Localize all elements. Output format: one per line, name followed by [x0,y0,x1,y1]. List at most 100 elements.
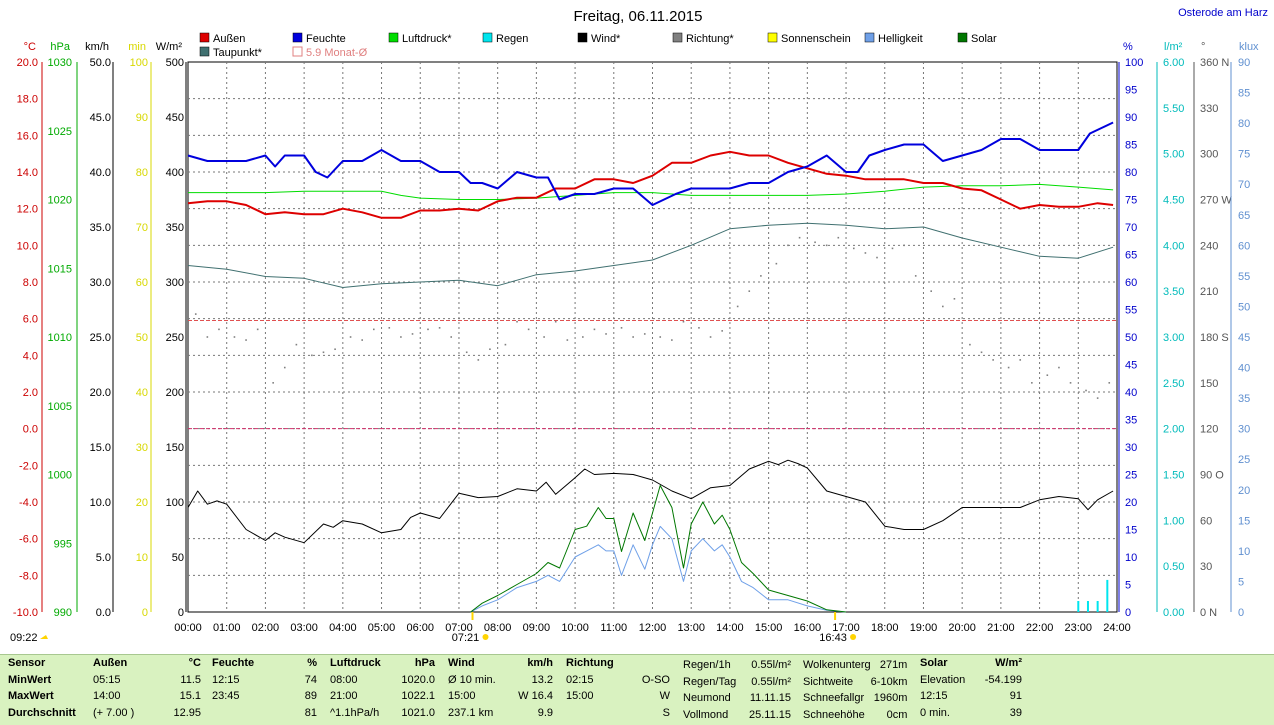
direction-point [709,336,712,338]
sunset-label: 16:43 [819,632,847,644]
direction-point [864,252,867,254]
axis-tick-label: 30 [1200,561,1212,573]
series-line-helligkeit [470,525,847,613]
summary-cell: 9.9 [537,706,553,719]
axis-tick-label: 10.0 [17,240,38,252]
summary-cell: 237.1 km [448,706,494,719]
axis-tick-label: 45 [1125,360,1137,372]
axis-tick-label: 90 [1238,57,1250,69]
axis-tick-label: 5.50 [1163,103,1184,115]
summary-cell: 14:00 [93,690,121,703]
summary-unit: hPa [414,657,435,670]
legend-label: Feuchte [306,33,346,45]
axis-tick-label: 200 [166,387,184,399]
legend-label: Luftdruck* [402,33,452,45]
summary-cell: W 16.4 [518,690,553,703]
direction-point [1069,382,1072,384]
direction-point [620,327,623,329]
summary-header: Richtung [566,657,614,670]
summary-cell: ^1.1hPa/h [330,706,380,719]
summary-cell: 15.1 [179,690,201,703]
axis-tick-label: 60 [1125,277,1137,289]
direction-point [1019,359,1022,361]
summary-luftdruck-col: Luftdruck hPa 08:00 1020.0 21:00 1022.1 ^1.… [330,655,435,721]
axis-tick-label: 60 [1200,515,1212,527]
axis-tick-label: 360 N [1200,57,1229,69]
x-tick-label: 00:00 [174,622,202,634]
rain-bar [1086,601,1089,612]
axis-tick-label: 20 [1125,497,1137,509]
summary-unit: W/m² [995,657,1022,670]
axis-tick-label: 990 [54,607,72,619]
summary-cell: Wolkenunterg [803,659,871,672]
direction-point [593,328,596,331]
direction-point [427,328,429,331]
direction-point [361,339,363,341]
axis-tick-label: 30 [1238,424,1250,436]
axis-tick-label: 45 [1238,332,1250,344]
axis-unit: l/m² [1164,41,1183,53]
axis-tick-label: 0 N [1200,607,1217,619]
axis-unit: klux [1239,41,1259,53]
legend-swatch [767,32,778,43]
left-axes: °C 20.0 18.0 16.0 14.0 12.0 10.0 8.0 6.0 4.0 2.0 0.… [13,41,187,619]
legend-label: Richtung* [686,33,734,45]
summary-cell: 0 min. [920,706,950,719]
axis-tick-label: 2.50 [1163,378,1184,390]
axis-tick-label: 400 [166,167,184,179]
axis-tick-label: 55 [1238,271,1250,283]
direction-point [798,236,801,239]
axis-tick-label: 20.0 [17,57,38,69]
direction-point [605,333,607,335]
summary-cell: 6-10km [870,675,908,688]
direction-point [992,359,994,361]
location-label: Osterode am Harz [1178,7,1268,19]
direction-point [489,348,491,351]
summary-cell: 91 [1009,690,1022,703]
axis-tick-label: 0 [142,607,148,619]
axis-tick-label: 240 [1200,240,1218,252]
x-tick-label: 17:00 [832,622,860,634]
summary-row-label: Durchschnitt [8,706,76,719]
sunrise-label: 07:21 [452,632,480,644]
direction-point [914,275,917,277]
x-tick-label: 04:00 [329,622,357,634]
direction-point [1058,366,1060,369]
axis-tick-label: 18.0 [17,94,38,106]
x-tick-label: 12:00 [639,622,667,634]
summary-cell: 0.55l/m² [751,675,791,688]
axis-tick-label: 25.0 [90,332,111,344]
direction-point [373,328,375,331]
axis-tick-label: 0.0 [96,607,111,619]
summary-cell: O-SO [641,673,670,686]
x-tick-label: 16:00 [794,622,822,634]
axis-tick-label: 500 [166,57,184,69]
summary-cell [212,705,293,722]
axis-tick-label: 65 [1238,210,1250,222]
summary-cell: -54.199 [984,673,1022,686]
summary-header: Wind [448,657,475,670]
x-tick-label: 24:00 [1103,622,1131,634]
direction-point [349,336,352,338]
direction-point [1031,382,1033,384]
axis-tick-label: 35 [1238,393,1250,405]
axis-unit: min [128,41,146,53]
legend-swatch [482,32,493,43]
summary-cell: 12:15 [212,673,240,686]
axis-tick-label: 20 [136,497,148,509]
x-tick-label: 10:00 [561,622,589,634]
axis-tick-label: 120 [1200,424,1218,436]
axis-tick-label: 50 [1125,332,1137,344]
summary-cell: Ø 10 min. [448,673,496,686]
axis-tick-label: 35.0 [90,222,111,234]
direction-point [659,336,662,338]
legend: Außen Feuchte Luftdruck* Regen Wind* Richtung… [199,32,997,59]
summary-sensor-col: Sensor MinWert MaxWert Durchschnitt [8,655,78,721]
axis-tick-label: 210 [1200,286,1218,298]
axis-tick-label: 0 [1238,607,1244,619]
axis-tick-label: 1030 [48,57,72,69]
axis-tick-label: 60 [1238,240,1250,252]
direction-point [721,330,723,332]
axis-tick-label: 0 [178,607,184,619]
axis-tick-label: 10 [1238,546,1250,558]
